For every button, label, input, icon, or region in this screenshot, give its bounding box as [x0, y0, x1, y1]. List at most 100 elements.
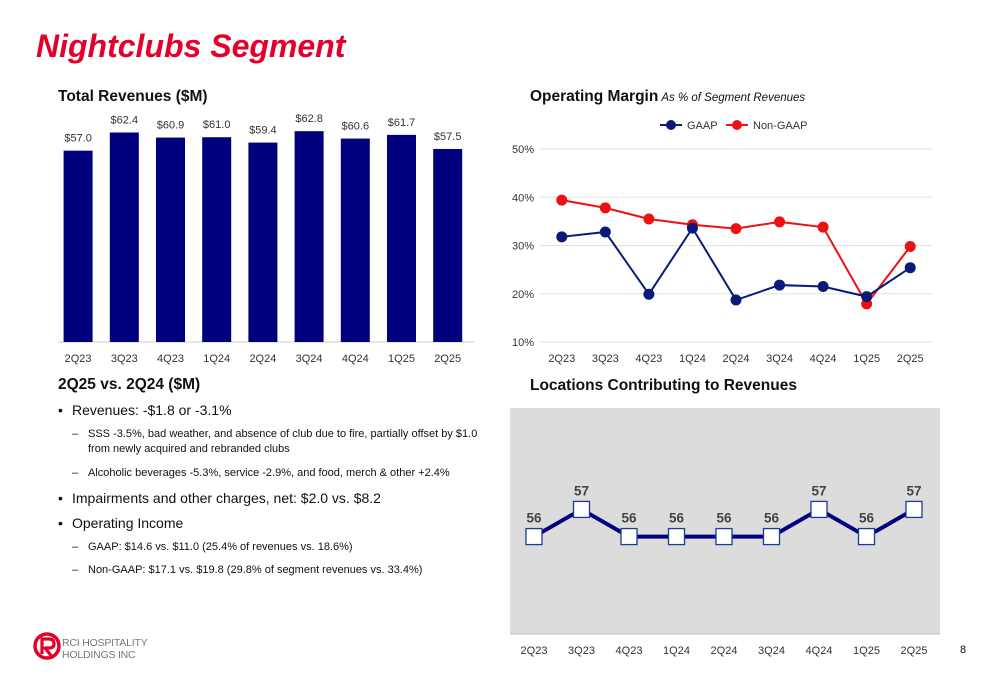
summary-bullet-list: • Revenues: -$1.8 or -3.1% – SSS -3.5%, bad…	[58, 402, 488, 587]
summary-bullet: • Impairments and other charges, net: $2.…	[58, 490, 488, 506]
margin-point-non-gaap	[643, 213, 655, 225]
revenue-bar-chart: $57.0 2Q23 $62.4 3Q23 $60.9 4Q23 $61.0 1Q24 $59.…	[58, 113, 474, 365]
logo-text-line1: RCI HOSPITALITY	[62, 637, 148, 649]
bullet-text: Impairments and other charges, net: $2.0…	[72, 489, 381, 506]
locations-data-label: 57	[906, 483, 921, 498]
margin-x-tick-label: 3Q24	[766, 353, 793, 365]
margin-series-line-non-gaap	[561, 199, 912, 306]
margin-point-gaap	[904, 262, 916, 274]
summary-heading: 2Q25 vs. 2Q24 ($M)	[58, 376, 201, 393]
dash-marker: –	[72, 466, 79, 479]
revenue-x-tick-label: 2Q24	[249, 353, 276, 365]
margin-chart-subtitle: As % of Segment Revenues	[661, 92, 806, 104]
margin-x-tick-label: 2Q24	[723, 353, 750, 365]
margin-y-tick-label: 50%	[512, 144, 534, 156]
revenue-x-tick-label: 1Q25	[388, 353, 415, 365]
locations-marker	[620, 527, 638, 546]
bullet-text: Non-GAAP: $17.1 vs. $19.8 (29.8% of segm…	[88, 564, 423, 577]
locations-x-tick-label: 4Q23	[616, 645, 643, 657]
locations-plot-background	[510, 408, 940, 634]
revenue-chart-title: Total Revenues ($M)	[58, 88, 208, 105]
locations-marker	[857, 527, 876, 546]
logo-text-line2: HOLDINGS INC	[62, 649, 136, 661]
dash-marker: –	[72, 564, 79, 577]
revenue-x-tick-label: 1Q24	[203, 353, 230, 365]
margin-y-tick-label: 40%	[512, 192, 534, 204]
locations-x-tick-label: 2Q23	[521, 645, 548, 657]
revenue-data-label: $61.0	[203, 119, 231, 131]
locations-data-label: 56	[669, 511, 685, 526]
company-logo-text: RCI HOSPITALITY HOLDINGS INC	[62, 637, 148, 661]
revenue-bar	[248, 142, 278, 342]
margin-point-non-gaap	[556, 194, 568, 206]
margin-point-non-gaap	[599, 202, 611, 214]
revenue-bar	[202, 137, 232, 342]
margin-x-tick-label: 2Q23	[548, 353, 575, 365]
margin-x-tick-label: 1Q24	[679, 353, 706, 365]
margin-point-gaap	[686, 222, 698, 234]
margin-x-tick-label: 4Q23	[635, 353, 662, 365]
locations-data-label: 56	[716, 511, 732, 526]
bullet-text: SSS -3.5%, bad weather, and absence of c…	[88, 428, 478, 455]
locations-chart-title: Locations Contributing to Revenues	[530, 377, 797, 394]
dash-marker: –	[72, 428, 79, 440]
locations-data-label: 57	[574, 483, 589, 498]
margin-point-gaap	[861, 291, 873, 303]
margin-x-tick-label: 2Q25	[897, 353, 924, 365]
revenue-bar	[387, 134, 416, 342]
locations-x-tick-label: 3Q23	[568, 645, 595, 657]
locations-data-label: 56	[859, 511, 875, 526]
revenue-data-label: $62.4	[111, 115, 139, 127]
margin-chart-heading: Operating Margin	[530, 88, 659, 105]
locations-x-tick-label: 2Q25	[901, 645, 928, 657]
revenue-data-label: $59.4	[249, 125, 277, 137]
margin-point-gaap	[817, 281, 829, 293]
legend-label-gaap: GAAP	[687, 120, 718, 132]
summary-bullet: • Revenues: -$1.8 or -3.1%	[58, 402, 488, 418]
revenue-x-tick-label: 2Q25	[434, 353, 461, 365]
margin-x-tick-label: 1Q25	[853, 353, 880, 365]
revenue-data-label: $60.6	[342, 121, 370, 133]
margin-y-tick-label: 20%	[512, 289, 534, 301]
locations-x-tick-label: 1Q24	[663, 645, 690, 657]
summary-sub-bullet: – Alcoholic beverages -5.3%, service -2.9…	[58, 466, 488, 481]
bullet-text: GAAP: $14.6 vs. $11.0 (25.4% of revenues…	[88, 540, 353, 553]
margin-point-gaap	[599, 226, 611, 238]
locations-marker	[667, 527, 686, 546]
margin-point-gaap	[774, 279, 786, 291]
locations-marker	[572, 500, 591, 519]
margin-x-tick-label: 4Q24	[810, 353, 837, 365]
margin-point-non-gaap	[817, 221, 829, 233]
margin-point-non-gaap	[774, 216, 786, 228]
revenue-data-label: $60.9	[157, 120, 185, 132]
legend-label-non-gaap: Non-GAAP	[753, 120, 807, 132]
locations-x-tick-label: 2Q24	[711, 645, 738, 657]
operating-margin-line-chart: 10% 20% 30% 40% 50% 2Q23 3Q23 4Q23 1Q24 2Q24 3Q24 4…	[512, 120, 932, 365]
locations-data-label: 56	[764, 511, 780, 526]
margin-y-tick-label: 30%	[512, 241, 534, 253]
margin-point-non-gaap	[904, 240, 916, 252]
locations-x-tick-label: 3Q24	[758, 645, 785, 657]
summary-bullet: • Operating Income	[58, 515, 488, 531]
summary-sub-bullet: – SSS -3.5%, bad weather, and absence of …	[58, 427, 488, 457]
margin-point-gaap	[556, 231, 568, 243]
revenue-bar	[63, 150, 93, 342]
revenue-x-tick-label: 3Q23	[111, 353, 138, 365]
margin-point-gaap	[643, 288, 655, 300]
legend-marker-non-gaap	[732, 120, 742, 130]
locations-x-tick-label: 4Q24	[806, 645, 833, 657]
bullet-text: Revenues: -$1.8 or -3.1%	[72, 402, 232, 418]
summary-sub-bullet: – GAAP: $14.6 vs. $11.0 (25.4% of revenue…	[58, 540, 488, 555]
margin-point-gaap	[730, 294, 742, 306]
legend-marker-gaap	[666, 120, 676, 130]
locations-marker	[762, 527, 781, 546]
revenue-bar	[340, 138, 370, 342]
bullet-marker: •	[58, 514, 63, 531]
revenue-data-label: $57.0	[64, 133, 92, 145]
revenue-bar	[156, 137, 185, 342]
revenue-data-label: $57.5	[434, 131, 462, 143]
locations-data-label: 56	[526, 511, 542, 526]
revenue-data-label: $62.8	[295, 113, 323, 125]
locations-data-label: 56	[621, 511, 637, 526]
dash-marker: –	[72, 540, 79, 553]
